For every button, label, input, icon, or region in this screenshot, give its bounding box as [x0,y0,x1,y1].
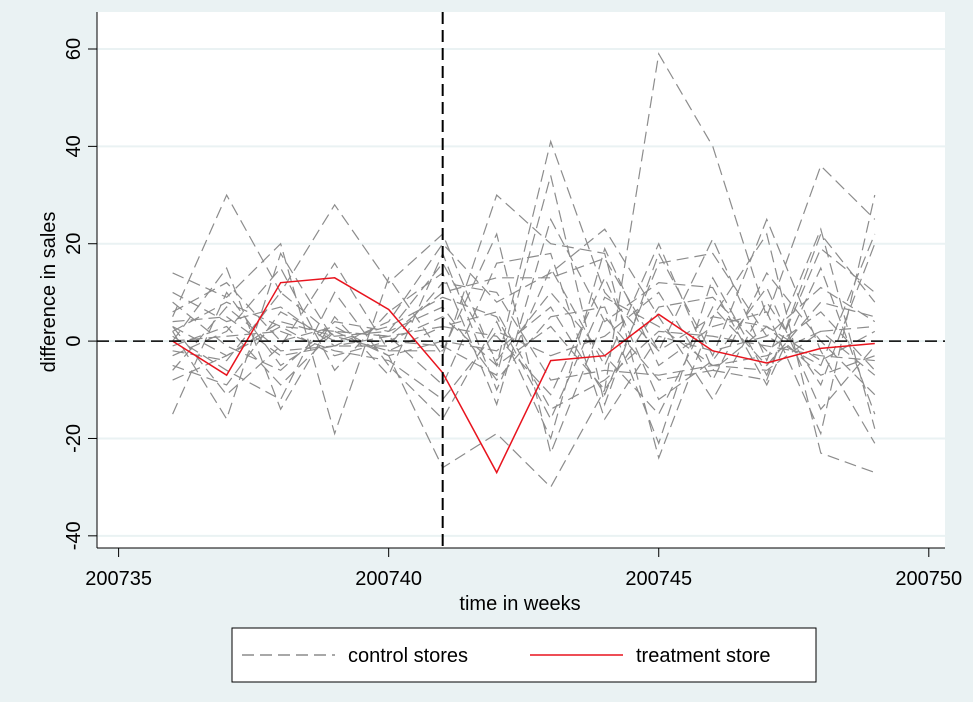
series-line [172,247,876,446]
series-line [172,276,876,411]
y-tick-label: 0 [63,336,85,347]
series-line [172,227,876,429]
series-line [172,52,876,489]
series-line [172,271,876,401]
x-axis-label: time in weeks [459,593,580,615]
series-line [172,277,875,475]
series-line [172,217,876,415]
legend-label: control stores [348,645,468,667]
legend [231,627,817,683]
series-line [172,262,875,416]
series-line [172,193,875,474]
plot-area [97,12,945,548]
x-tick-label: 200750 [895,568,962,590]
series-line [172,296,876,391]
y-tick-label: -40 [63,521,85,550]
x-tick-label: 200740 [355,568,422,590]
x-tick-label: 200735 [85,568,152,590]
series-line [172,252,876,396]
y-tick-label: -20 [63,424,85,453]
series-line [172,175,876,444]
y-tick-label: 60 [63,38,85,60]
series-line [172,139,876,368]
series-line [172,282,875,381]
series-line [172,194,876,441]
series-line [172,228,876,401]
y-axis-label: difference in sales [38,212,60,373]
series-line [172,296,876,421]
x-tick-label: 200745 [625,568,692,590]
series-line [172,233,876,421]
y-tick-label: 20 [63,233,85,255]
legend-label: treatment store [636,645,771,667]
y-tick-label: 40 [63,135,85,157]
